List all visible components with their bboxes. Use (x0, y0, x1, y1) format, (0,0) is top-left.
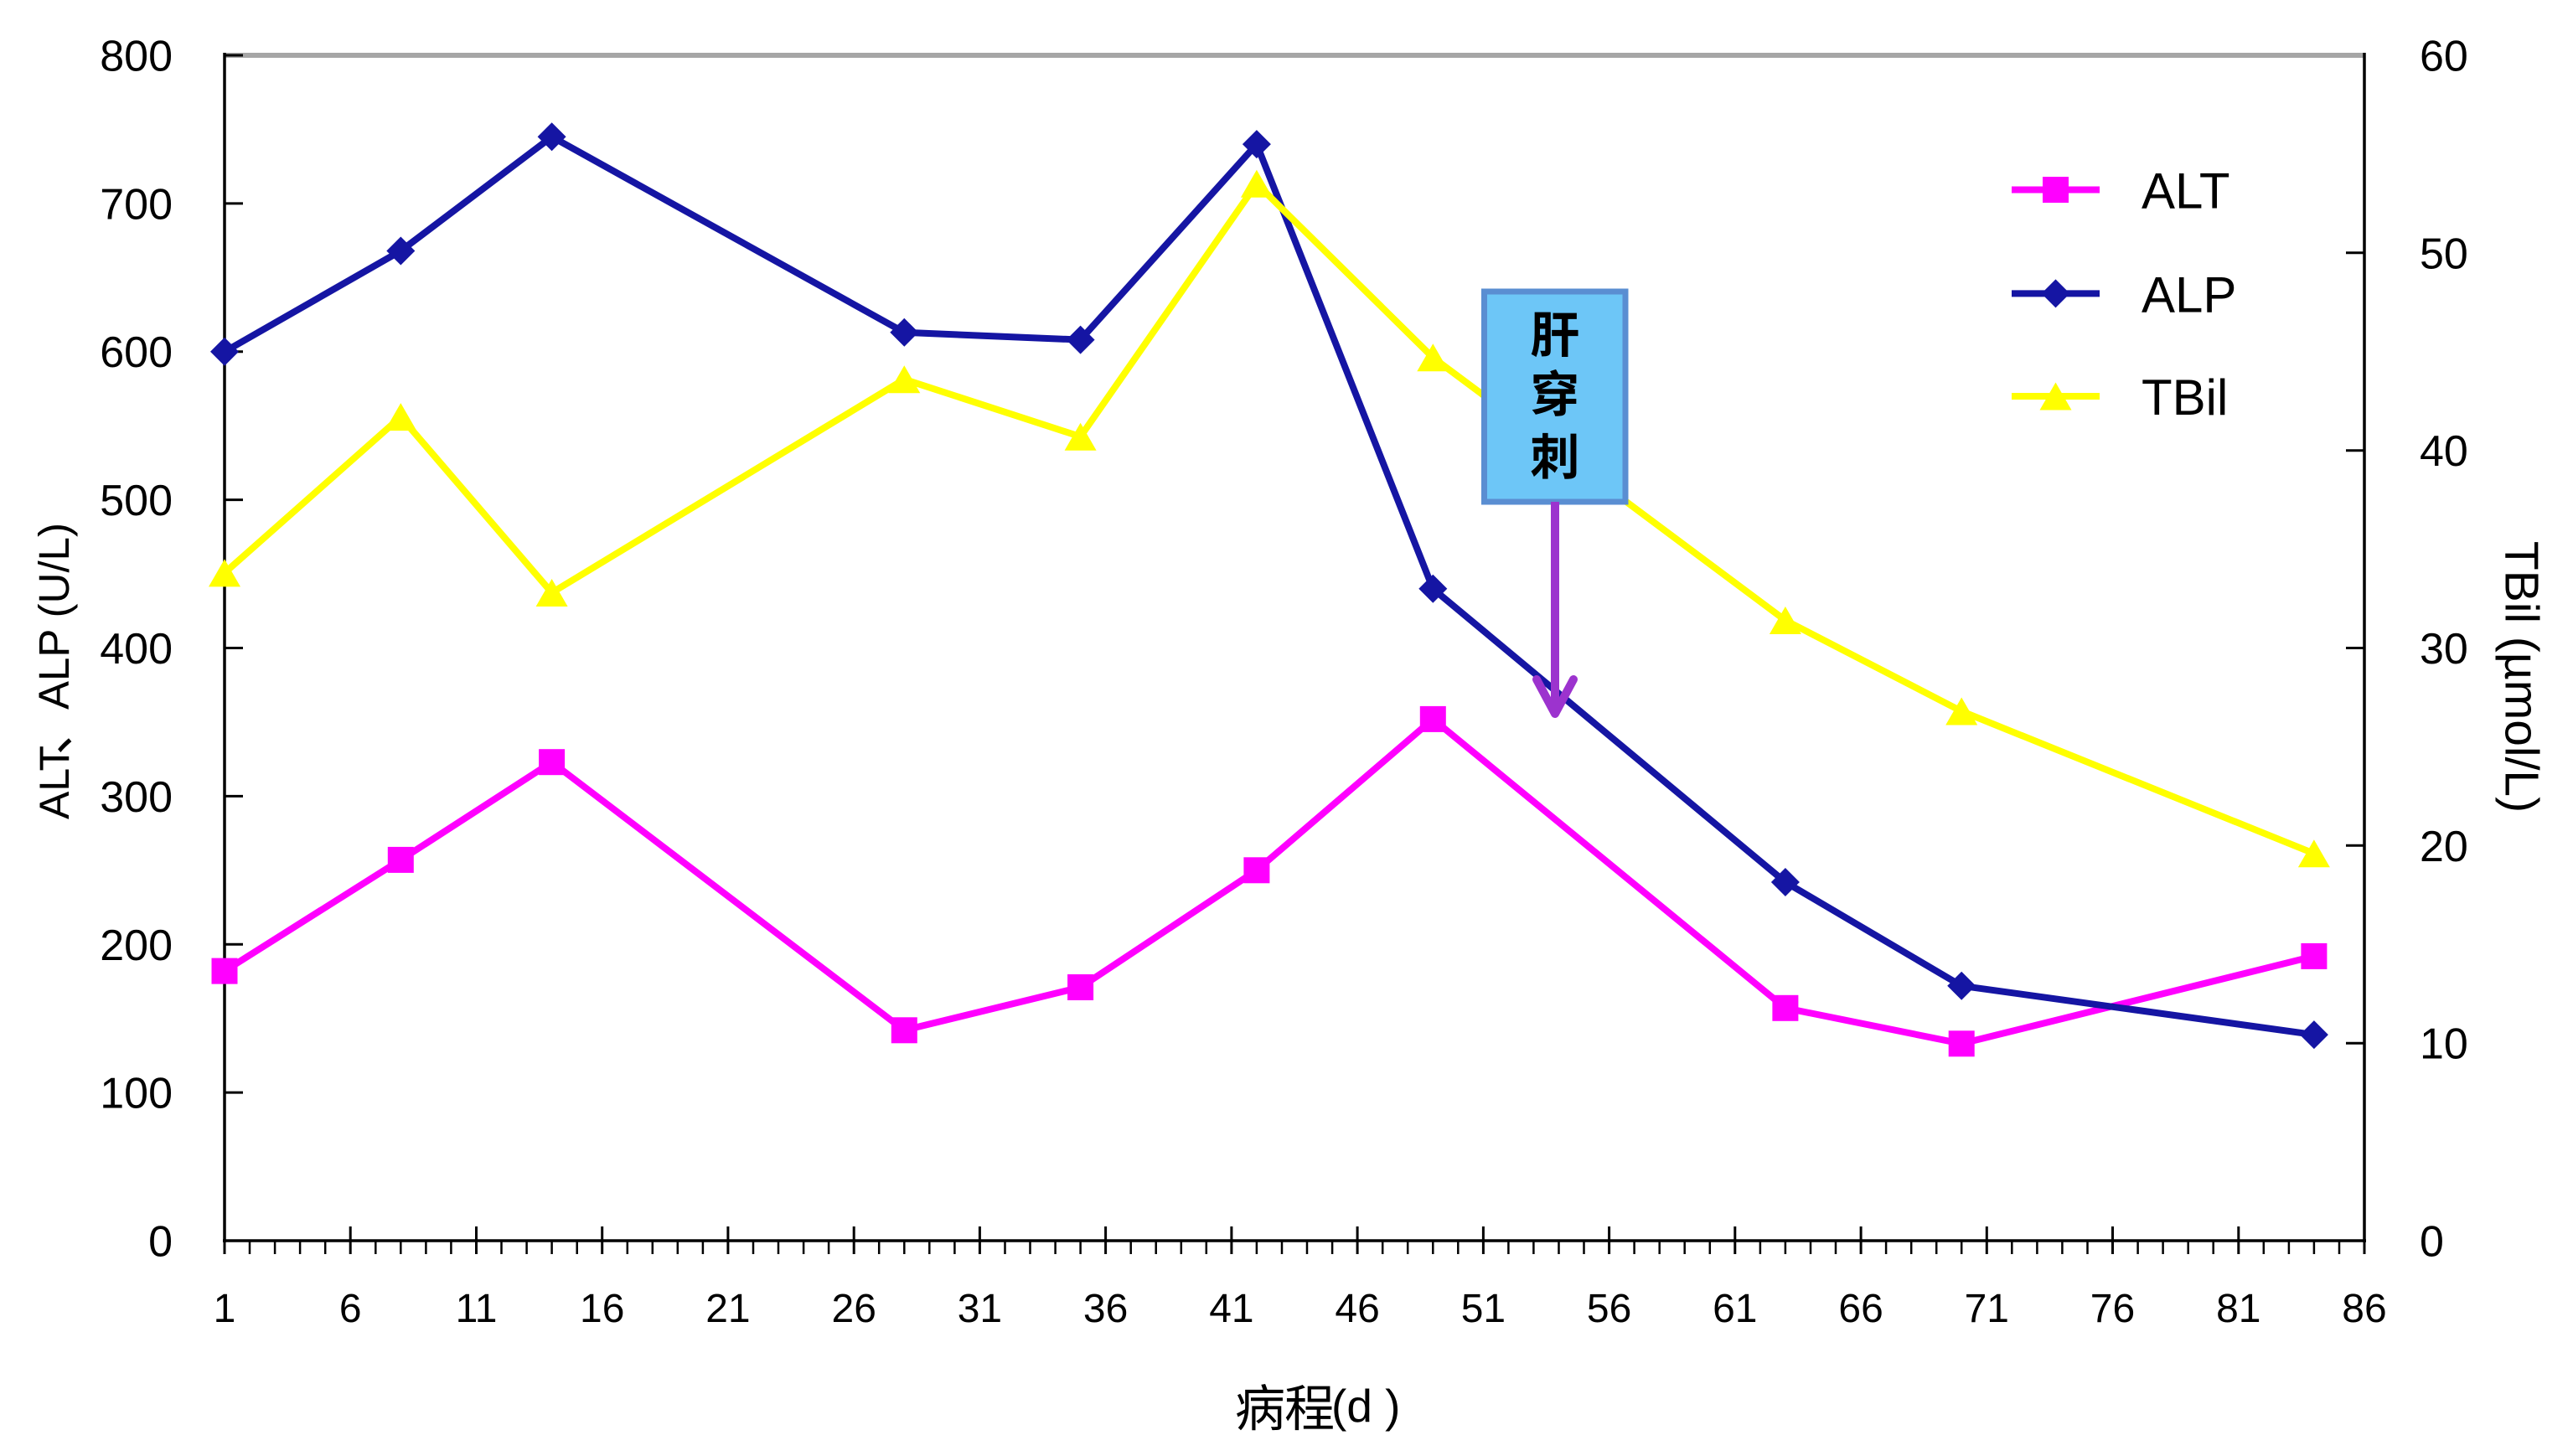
svg-text:81: 81 (2216, 1287, 2260, 1331)
svg-text:26: 26 (832, 1287, 876, 1331)
svg-text:0: 0 (2420, 1218, 2444, 1267)
svg-text:10: 10 (2420, 1020, 2468, 1069)
svg-text:41: 41 (1209, 1287, 1253, 1331)
svg-text:TBil (µmol/L): TBil (µmol/L) (2495, 541, 2549, 813)
svg-text:21: 21 (705, 1287, 750, 1331)
svg-text:36: 36 (1083, 1287, 1128, 1331)
svg-text:71: 71 (1965, 1287, 2009, 1331)
svg-text:31: 31 (958, 1287, 1002, 1331)
svg-text:6: 6 (339, 1287, 362, 1331)
svg-text:51: 51 (1461, 1287, 1506, 1331)
svg-text:11: 11 (456, 1287, 498, 1331)
svg-text:20: 20 (2420, 823, 2468, 871)
svg-text:86: 86 (2342, 1287, 2386, 1331)
svg-text:600: 600 (100, 328, 173, 377)
svg-text:61: 61 (1713, 1287, 1757, 1331)
svg-text:16: 16 (580, 1287, 624, 1331)
svg-text:TBil: TBil (2142, 369, 2228, 426)
svg-text:40: 40 (2420, 427, 2468, 476)
svg-text:700: 700 (100, 180, 173, 229)
svg-text:56: 56 (1587, 1287, 1631, 1331)
svg-text:200: 200 (100, 922, 173, 970)
svg-text:0: 0 (148, 1218, 173, 1267)
svg-text:ALT: ALT (31, 746, 78, 819)
svg-text:ALP: ALP (2142, 266, 2236, 323)
svg-text:50: 50 (2420, 230, 2468, 278)
svg-text:300: 300 (100, 773, 173, 822)
svg-text:60: 60 (2420, 33, 2468, 81)
svg-text:1: 1 (214, 1287, 236, 1331)
svg-text:500: 500 (100, 477, 173, 525)
svg-text:(d ): (d ) (1331, 1380, 1401, 1432)
svg-text:ALT: ALT (2142, 163, 2230, 219)
svg-text:800: 800 (100, 33, 173, 81)
svg-text:30: 30 (2420, 625, 2468, 674)
svg-text:100: 100 (100, 1070, 173, 1118)
svg-text:46: 46 (1335, 1287, 1379, 1331)
svg-text:66: 66 (1838, 1287, 1883, 1331)
svg-text:400: 400 (100, 625, 173, 674)
svg-text:76: 76 (2090, 1287, 2135, 1331)
svg-text:ALP (U/L): ALP (U/L) (30, 523, 78, 710)
